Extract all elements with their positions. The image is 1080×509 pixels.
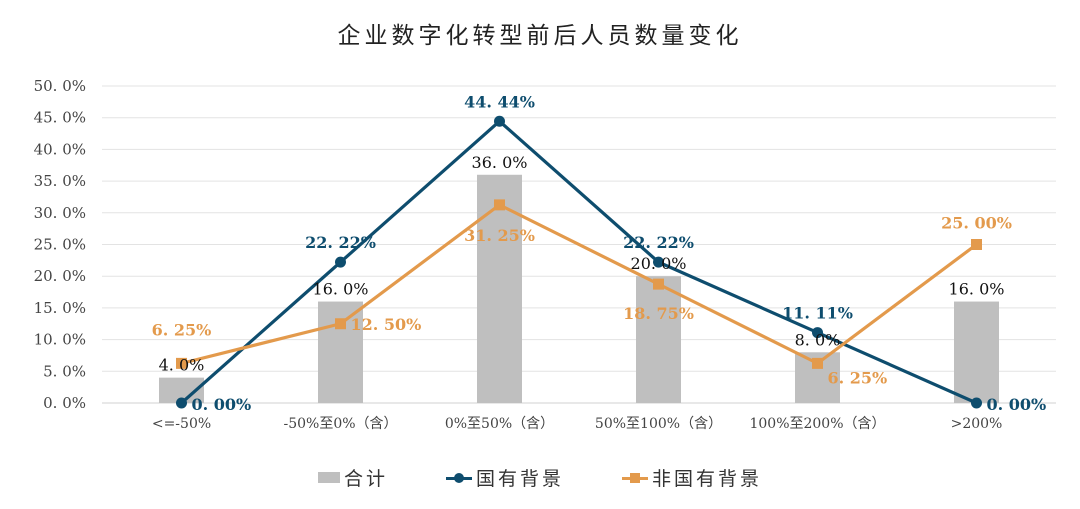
y-tick-label: 45. 0% bbox=[34, 109, 86, 127]
line-data-label: 12. 50% bbox=[351, 315, 422, 334]
circle-line-swatch-icon bbox=[445, 472, 472, 484]
y-tick-label: 10. 0% bbox=[34, 331, 86, 349]
line-data-label: 6. 25% bbox=[828, 368, 888, 387]
circle-marker-icon bbox=[653, 256, 664, 268]
bar-data-label: 20. 0% bbox=[631, 254, 687, 273]
circle-marker-icon bbox=[812, 327, 823, 339]
series-line bbox=[181, 203, 978, 365]
circle-marker-icon bbox=[494, 115, 505, 127]
circle-marker-icon bbox=[176, 397, 187, 409]
y-tick-label: 35. 0% bbox=[34, 172, 86, 190]
square-marker-icon bbox=[653, 278, 664, 290]
square-line-swatch-icon bbox=[622, 472, 648, 484]
line-data-label: 0. 00% bbox=[192, 395, 252, 414]
x-axis: <=-50% -50%至0%（含） 0%至50%（含） 50%至100%（含） 100%… bbox=[152, 416, 1003, 432]
x-tick-label: 0%至50%（含） bbox=[445, 416, 554, 432]
y-tick-label: 15. 0% bbox=[34, 299, 86, 317]
x-tick-label: <=-50% bbox=[152, 416, 211, 432]
square-marker-icon bbox=[335, 318, 346, 330]
line-data-label: 22. 22% bbox=[305, 233, 376, 252]
bar-data-label: 16. 0% bbox=[313, 280, 369, 299]
circle-marker-icon bbox=[335, 256, 346, 268]
y-tick-label: 30. 0% bbox=[34, 204, 86, 222]
circle-marker-icon bbox=[971, 397, 982, 409]
y-tick-label: 50. 0% bbox=[34, 77, 86, 95]
line-series-non-state-owned bbox=[176, 199, 982, 369]
square-marker-icon bbox=[971, 239, 982, 250]
legend-item-state-owned: 国有背景 bbox=[445, 464, 564, 491]
x-tick-label: >200% bbox=[951, 416, 1003, 432]
y-tick-label: 25. 0% bbox=[34, 236, 86, 254]
line-data-label: 0. 00% bbox=[987, 395, 1047, 414]
line-data-label: 31. 25% bbox=[464, 226, 535, 245]
line-data-label: 6. 25% bbox=[152, 320, 212, 339]
gridlines bbox=[102, 85, 1056, 404]
bar bbox=[954, 301, 999, 403]
x-tick-label: -50%至0%（含） bbox=[283, 416, 397, 432]
y-axis: 0. 0% 5. 0% 10. 0% 15. 0% 20. 0% 25. 0% 30. 0%… bbox=[34, 77, 86, 412]
data-labels: 4. 0% 16. 0% 36. 0% 20. 0% 8. 0% 16. 0% 0. 00%… bbox=[152, 92, 1047, 414]
y-tick-label: 40. 0% bbox=[34, 140, 86, 158]
x-tick-label: 100%至200%（含） bbox=[749, 416, 885, 432]
x-tick-label: 50%至100%（含） bbox=[595, 416, 722, 432]
legend-item-non-state-owned: 非国有背景 bbox=[622, 464, 762, 491]
square-marker-icon bbox=[494, 199, 505, 211]
line-data-label: 22. 22% bbox=[623, 233, 694, 252]
bar-series-total bbox=[159, 174, 999, 403]
y-tick-label: 0. 0% bbox=[43, 394, 86, 412]
y-tick-label: 20. 0% bbox=[34, 267, 86, 285]
square-marker-icon bbox=[812, 357, 823, 369]
bar-data-label: 8. 0% bbox=[795, 330, 841, 349]
bar bbox=[636, 276, 681, 403]
bar-data-label: 36. 0% bbox=[472, 153, 528, 172]
legend-label-state-owned: 国有背景 bbox=[475, 468, 564, 490]
legend-label-non-state-owned: 非国有背景 bbox=[652, 468, 763, 490]
line-data-label: 44. 44% bbox=[464, 92, 535, 111]
bar-data-label: 16. 0% bbox=[949, 280, 1005, 299]
square-marker-icon bbox=[176, 357, 187, 369]
line-data-label: 25. 00% bbox=[941, 214, 1012, 233]
bar-swatch-icon bbox=[317, 472, 340, 483]
y-tick-label: 5. 0% bbox=[43, 362, 86, 380]
legend: 合计 国有背景 非国有背景 bbox=[0, 464, 1080, 491]
line-series-state-owned bbox=[176, 115, 982, 409]
chart-title: 企业数字化转型前后人员数量变化 bbox=[337, 23, 743, 49]
legend-item-total: 合计 bbox=[317, 464, 388, 491]
series-line bbox=[180, 119, 978, 405]
bar-data-label: 4. 0% bbox=[159, 356, 205, 375]
line-data-label: 18. 75% bbox=[623, 304, 694, 323]
line-data-label: 11. 11% bbox=[782, 304, 853, 323]
legend-label-total: 合计 bbox=[343, 468, 388, 490]
